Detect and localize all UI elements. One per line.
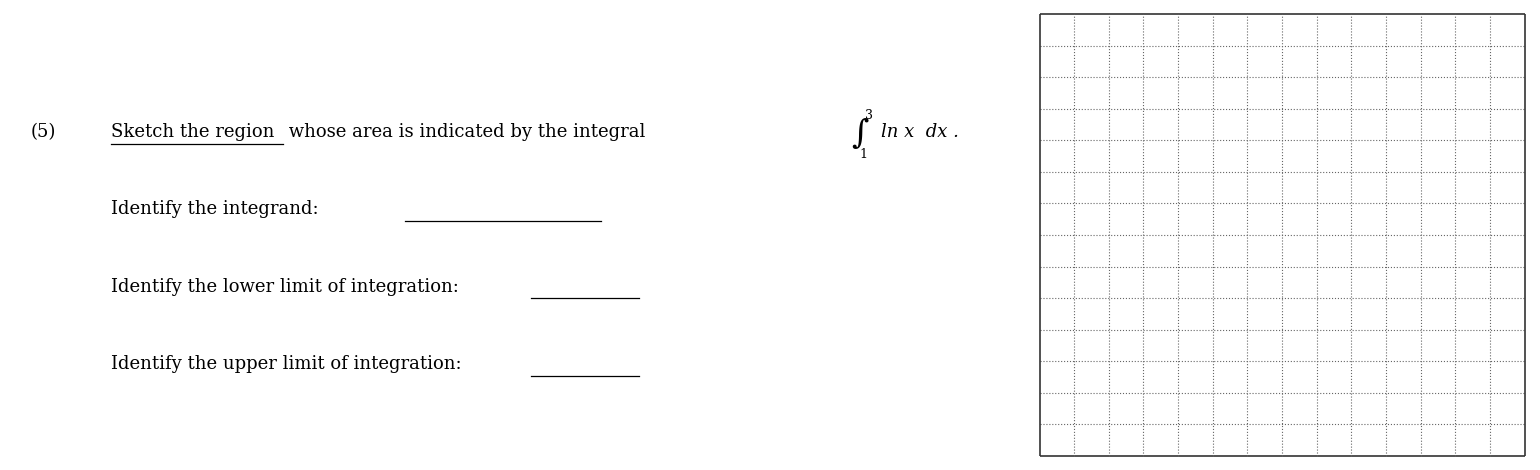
Text: ∫: ∫: [852, 118, 869, 150]
Text: Sketch the region: Sketch the region: [111, 123, 274, 141]
Text: (5): (5): [31, 123, 55, 141]
Text: whose area is indicated by the integral: whose area is indicated by the integral: [283, 123, 645, 141]
Text: 1: 1: [859, 148, 867, 161]
Text: Identify the integrand:: Identify the integrand:: [111, 200, 319, 218]
Text: Identify the upper limit of integration:: Identify the upper limit of integration:: [111, 355, 462, 373]
Text: Identify the lower limit of integration:: Identify the lower limit of integration:: [111, 278, 459, 296]
Text: 3: 3: [865, 109, 873, 122]
Text: ln x  dx .: ln x dx .: [881, 123, 959, 141]
